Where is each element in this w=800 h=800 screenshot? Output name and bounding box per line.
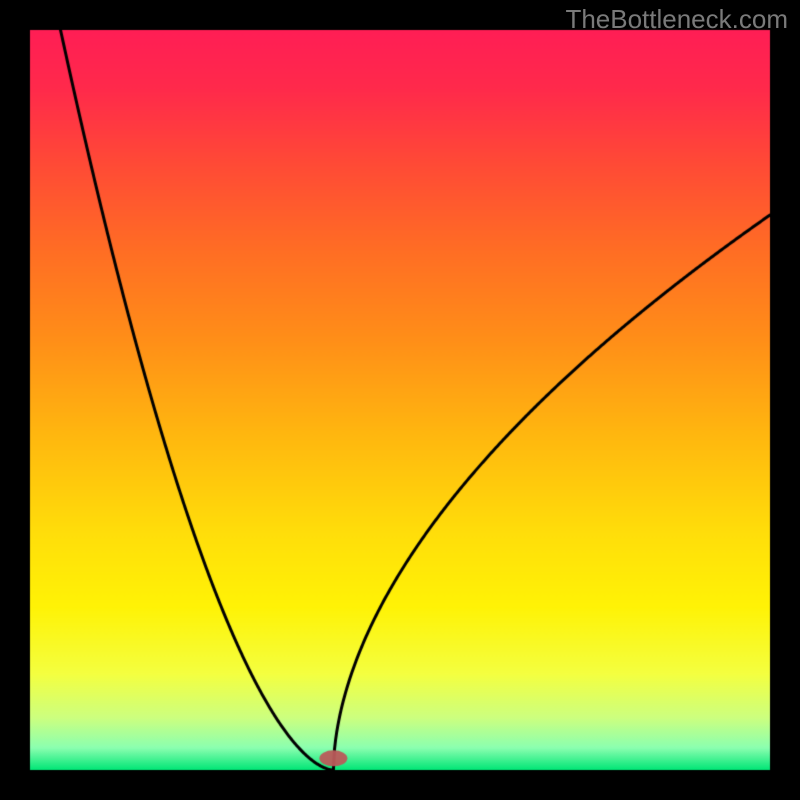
watermark-text: TheBottleneck.com <box>565 4 788 35</box>
bottleneck-chart-canvas <box>0 0 800 800</box>
chart-frame: TheBottleneck.com <box>0 0 800 800</box>
